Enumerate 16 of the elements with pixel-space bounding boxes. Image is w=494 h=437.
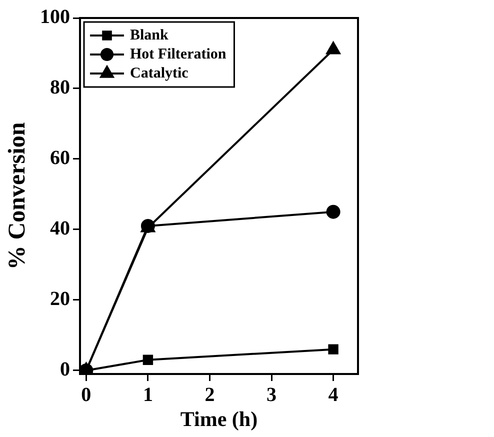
y-tick-label: 100: [40, 6, 70, 28]
x-tick-label: 0: [81, 384, 92, 406]
y-axis-title: % Conversion: [4, 122, 31, 270]
x-axis-title: Time (h): [180, 406, 258, 431]
x-tick-label: 3: [266, 384, 277, 406]
y-tick-label: 20: [50, 288, 70, 310]
x-tick-label: 2: [204, 384, 215, 406]
x-tick-label: 4: [328, 384, 338, 406]
legend-label: Catalytic: [130, 65, 189, 82]
y-tick-label: 60: [50, 147, 70, 170]
y-tick-label: 40: [50, 218, 70, 240]
x-tick-label: 1: [142, 384, 153, 406]
y-tick-label: 80: [50, 76, 70, 99]
y-tick-label: 0: [60, 358, 70, 381]
legend-label: Hot Filteration: [130, 46, 227, 62]
legend-label: Blank: [130, 27, 170, 44]
